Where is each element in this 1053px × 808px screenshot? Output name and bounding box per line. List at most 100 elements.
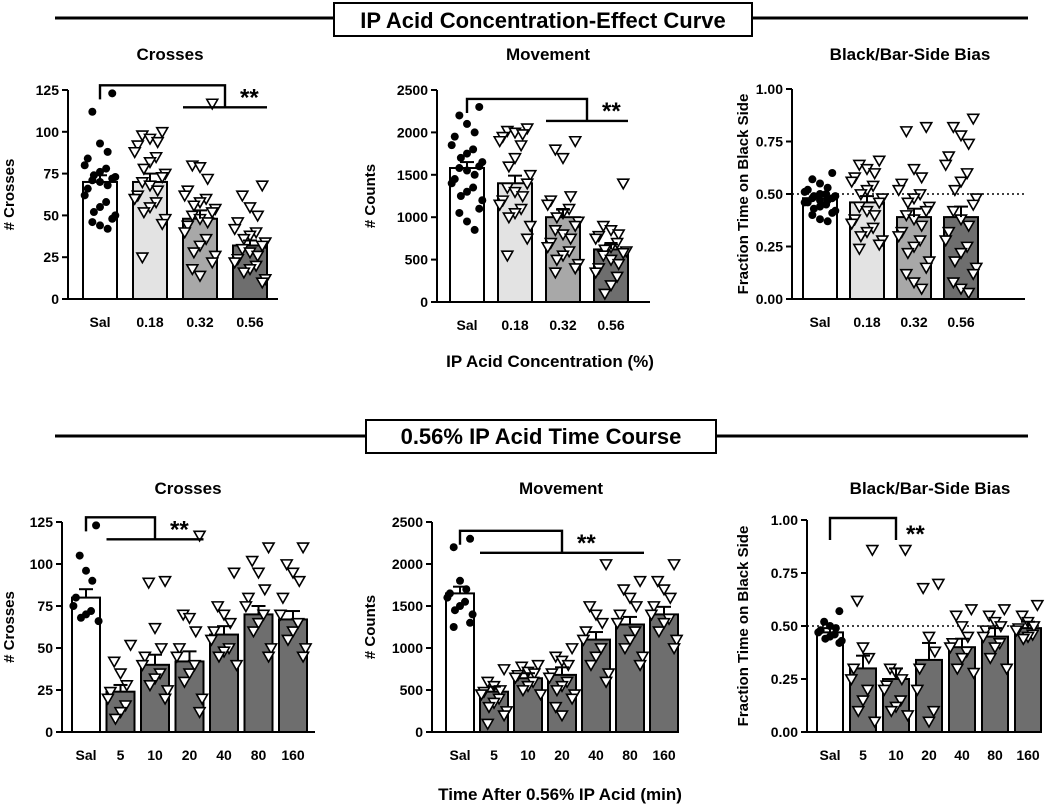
data-point: [160, 685, 175, 698]
data-point: [604, 280, 618, 293]
data-point: [123, 639, 138, 652]
x-tick-label: 5: [859, 747, 867, 763]
data-point: [250, 250, 265, 263]
data-point: [828, 208, 837, 217]
y-tick-label: 25: [43, 249, 59, 265]
section2-title: 0.56% IP Acid Time Course: [401, 424, 682, 449]
data-point: [635, 651, 650, 664]
y-tick-label: 0: [420, 294, 428, 310]
data-point: [579, 626, 593, 639]
y-tick-label: 0.75: [756, 134, 783, 150]
data-point: [809, 204, 818, 213]
data-point: [497, 664, 511, 677]
data-point: [205, 207, 220, 220]
x-tick-label: 0.56: [597, 317, 624, 333]
data-point: [76, 613, 85, 622]
data-point: [893, 695, 908, 708]
significance-label: **: [170, 516, 189, 543]
y-tick-label: 0: [45, 724, 53, 740]
data-point: [561, 659, 576, 672]
data-point: [255, 180, 270, 193]
panel-conc-movement: Movement # Counts 0 500 1000 1500 2000 2500 Sal 0…: [362, 45, 650, 333]
x-tick-label: 160: [652, 747, 676, 763]
data-point: [907, 241, 921, 254]
y-tick-label: 100: [36, 124, 60, 140]
data-point: [475, 204, 484, 213]
data-point: [466, 618, 475, 627]
data-point: [470, 170, 479, 179]
data-point: [891, 231, 906, 244]
data-point: [466, 534, 475, 543]
data-point: [456, 576, 464, 585]
data-point: [296, 651, 310, 664]
data-point: [279, 559, 294, 572]
data-point: [96, 167, 104, 176]
data-point: [931, 578, 946, 591]
data-point: [914, 283, 929, 296]
data-point: [94, 617, 103, 626]
panel-conc-crosses: Crosses # Crosses 0 25 50 75 100 125 Sal 0.18 0.32…: [1, 45, 278, 330]
data-point: [103, 686, 118, 699]
section2-xlabel: Time After 0.56% IP Acid (min): [438, 785, 682, 804]
data-point: [610, 271, 624, 284]
data-point: [835, 607, 844, 616]
data-point: [463, 217, 471, 226]
x-tick-label: Sal: [89, 314, 110, 330]
data-point: [814, 628, 823, 637]
data-point: [273, 609, 288, 622]
data-point: [239, 601, 253, 614]
data-point: [599, 559, 613, 572]
section1-xlabel: IP Acid Concentration (%): [446, 352, 654, 371]
data-point: [919, 262, 934, 275]
x-tick-label: 5: [117, 747, 125, 763]
data-point: [800, 187, 809, 196]
data-point: [154, 643, 169, 656]
significance-label: **: [602, 98, 621, 125]
data-point: [568, 263, 583, 276]
data-point: [914, 220, 929, 233]
data-point: [463, 149, 471, 158]
data-point: [884, 705, 899, 718]
data-point: [595, 617, 610, 630]
data-point: [1016, 633, 1031, 646]
data-point: [187, 659, 202, 672]
bar: [649, 613, 679, 734]
data-point: [150, 136, 165, 149]
data-point: [993, 621, 1008, 634]
data-point: [565, 693, 579, 706]
y-tick-label: 25: [37, 682, 53, 698]
data-point: [647, 601, 661, 614]
data-point: [988, 642, 1002, 655]
data-point: [852, 243, 867, 256]
data-point: [449, 623, 458, 631]
y-axis-label: # Counts: [362, 164, 379, 228]
data-point: [80, 161, 89, 170]
data-point: [185, 263, 200, 277]
y-tick-label: 0.00: [771, 724, 798, 740]
data-point: [618, 643, 632, 656]
data-point: [907, 163, 921, 176]
data-point: [443, 593, 452, 602]
data-point: [141, 577, 156, 590]
data-point: [941, 151, 956, 164]
data-point: [474, 689, 489, 702]
data-point: [251, 567, 266, 580]
x-tick-label: Sal: [449, 747, 470, 763]
data-point: [520, 233, 535, 246]
data-point: [469, 183, 478, 192]
data-point: [966, 268, 981, 281]
data-point: [205, 257, 220, 270]
data-point: [808, 175, 817, 184]
data-point: [899, 126, 914, 139]
data-point: [901, 247, 915, 260]
data-point: [531, 659, 545, 672]
x-tick-label: 160: [1016, 747, 1040, 763]
data-point: [823, 217, 832, 226]
y-tick-label: 0: [415, 724, 423, 740]
data-point: [245, 555, 260, 568]
data-point: [966, 113, 981, 126]
x-tick-label: 40: [216, 747, 232, 763]
data-point: [200, 173, 215, 186]
data-point: [964, 604, 979, 617]
data-point: [851, 705, 866, 718]
